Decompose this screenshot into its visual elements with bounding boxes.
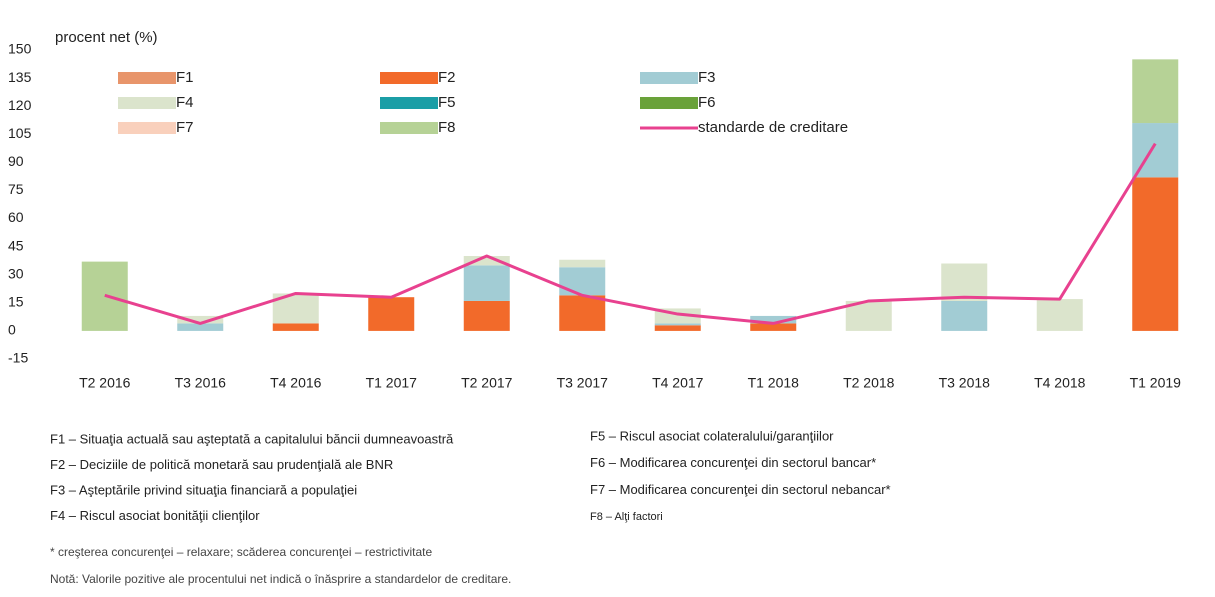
- legend-swatch: [118, 72, 176, 84]
- bar-segment: [463, 265, 510, 301]
- y-tick-label: 60: [8, 209, 24, 225]
- note-right: F5 – Riscul asociat colateralului/garanţ…: [590, 428, 834, 443]
- legend-swatch: [640, 72, 698, 84]
- legend-label: standarde de creditare: [698, 119, 848, 136]
- legend-swatch: [380, 97, 438, 109]
- y-tick-label: 75: [8, 181, 24, 197]
- x-tick-label: T3 2018: [939, 375, 991, 391]
- note-left: F2 – Deciziile de politică monetară sau …: [50, 457, 393, 472]
- x-tick-label: T1 2019: [1130, 375, 1182, 391]
- bar-segment: [1132, 177, 1179, 331]
- legend-swatch: [118, 97, 176, 109]
- legend-label: F6: [698, 94, 716, 111]
- bar-segment: [1132, 59, 1179, 124]
- bar-segment: [941, 263, 988, 301]
- x-tick-label: T1 2018: [748, 375, 800, 391]
- bar-segment: [177, 315, 224, 324]
- note: Notă: Valorile pozitive ale procentului …: [50, 572, 511, 586]
- footnote: * creşterea concurenţei – relaxare; scăd…: [50, 545, 433, 559]
- bar-segment: [559, 267, 606, 296]
- bar-segment: [750, 315, 797, 324]
- bar-segment: [463, 256, 510, 266]
- bar-segment: [941, 300, 988, 331]
- note-left: F3 – Aşteptările privind situaţia financ…: [50, 482, 357, 497]
- x-tick-label: T3 2017: [557, 375, 609, 391]
- legend-swatch: [380, 72, 438, 84]
- y-tick-label: 0: [8, 322, 16, 338]
- x-tick-label: T2 2018: [843, 375, 895, 391]
- legend-label: F8: [438, 119, 456, 136]
- bar-segment: [750, 323, 797, 331]
- bar-segment: [654, 325, 701, 331]
- x-tick-label: T4 2017: [652, 375, 704, 391]
- legend-label: F7: [176, 119, 194, 136]
- y-tick-label: 15: [8, 294, 24, 310]
- note-left: F1 – Situaţia actuală sau aşteptată a ca…: [50, 431, 454, 446]
- legend-label: F5: [438, 94, 456, 111]
- legend-swatch: [380, 122, 438, 134]
- bar-segment: [559, 259, 606, 268]
- x-tick-label: T1 2017: [366, 375, 418, 391]
- x-tick-label: T4 2018: [1034, 375, 1086, 391]
- bar-segment: [463, 300, 510, 331]
- legend-swatch: [118, 122, 176, 134]
- legend-label: F2: [438, 69, 456, 86]
- y-tick-label: 120: [8, 97, 32, 113]
- note-right: F6 – Modificarea concurenţei din sectoru…: [590, 455, 876, 470]
- y-tick-label: 90: [8, 153, 24, 169]
- x-tick-label: T2 2017: [461, 375, 513, 391]
- bar-segment: [559, 295, 606, 331]
- bar-segment: [368, 297, 415, 331]
- note-left: F4 – Riscul asociat bonităţii clienţilor: [50, 508, 260, 523]
- y-tick-label: 105: [8, 125, 32, 141]
- legend-label: F1: [176, 69, 194, 86]
- x-tick-label: T4 2016: [270, 375, 322, 391]
- y-tick-label: -15: [8, 350, 28, 366]
- legend-swatch: [640, 97, 698, 109]
- bar-segment: [654, 323, 701, 326]
- y-tick-label: 45: [8, 237, 24, 253]
- line: [104, 142, 1157, 325]
- y-axis-label: procent net (%): [55, 29, 158, 46]
- bar-segment: [272, 323, 319, 331]
- y-tick-label: 150: [8, 41, 32, 57]
- note-right: F8 – Alţi factori: [590, 511, 663, 523]
- bar-segment: [177, 323, 224, 331]
- x-tick-label: T3 2016: [175, 375, 227, 391]
- y-tick-label: 30: [8, 265, 24, 281]
- note-right: F7 – Modificarea concurenţei din sectoru…: [590, 482, 891, 497]
- x-tick-label: T2 2016: [79, 375, 131, 391]
- legend-label: F4: [176, 94, 194, 111]
- legend-label: F3: [698, 69, 716, 86]
- bar-segment: [1036, 299, 1083, 331]
- y-tick-label: 135: [8, 69, 32, 85]
